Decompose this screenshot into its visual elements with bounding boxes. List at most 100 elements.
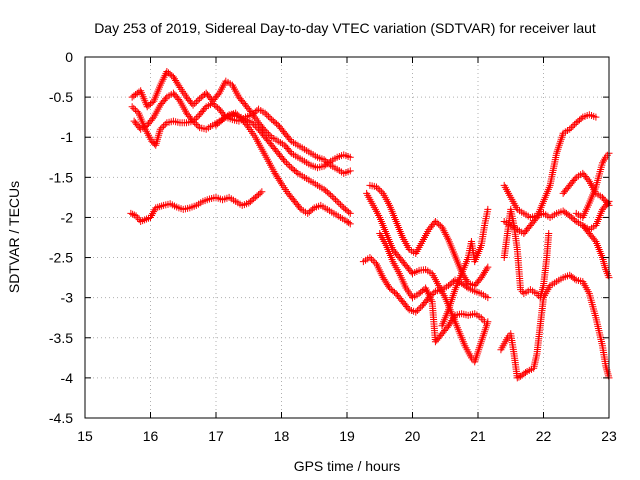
- data-point: [192, 120, 200, 128]
- data-point: [571, 216, 579, 224]
- series-track-b: [128, 100, 354, 177]
- data-point: [345, 219, 353, 227]
- data-point: [309, 205, 317, 213]
- data-point: [604, 200, 612, 208]
- data-point: [330, 194, 338, 202]
- series-track-a: [128, 67, 354, 172]
- data-point: [251, 122, 259, 130]
- data-point: [463, 283, 471, 291]
- data-point: [263, 111, 271, 119]
- series-track-d: [212, 109, 354, 228]
- data-point: [158, 124, 166, 132]
- x-tick-label: 23: [601, 428, 617, 444]
- data-point: [264, 112, 272, 120]
- y-tick-label: -0.5: [49, 89, 73, 105]
- data-point: [430, 289, 438, 297]
- data-point: [261, 109, 269, 117]
- data-point: [191, 100, 199, 108]
- x-tick-label: 18: [274, 428, 290, 444]
- y-tick-label: -2: [61, 209, 74, 225]
- y-tick-label: -3: [61, 290, 74, 306]
- data-point: [162, 95, 170, 103]
- data-point: [191, 119, 199, 127]
- data-point: [369, 257, 377, 265]
- x-tick-label: 20: [405, 428, 421, 444]
- data-point: [335, 199, 343, 207]
- series-track-e: [127, 188, 266, 225]
- data-point: [296, 204, 304, 212]
- data-point: [129, 210, 137, 218]
- data-point: [194, 96, 202, 104]
- data-point: [584, 176, 592, 184]
- data-point: [521, 369, 529, 377]
- data-point: [192, 98, 200, 106]
- data-point: [286, 136, 294, 144]
- y-tick-label: -4.5: [49, 410, 73, 426]
- data-point: [374, 185, 382, 193]
- y-tick-labels: 0 -0.5 -1 -1.5 -2 -2.5 -3 -3.5 -4 -4.5: [49, 49, 73, 426]
- data-point: [282, 159, 290, 167]
- data-point: [156, 125, 164, 133]
- data-point: [273, 120, 281, 128]
- data-point: [175, 82, 183, 90]
- data-point: [160, 122, 168, 130]
- data-point: [188, 116, 196, 124]
- data-point: [253, 124, 261, 132]
- x-tick-label: 19: [339, 428, 355, 444]
- data-point: [372, 183, 380, 191]
- x-axis-title: GPS time / hours: [294, 458, 401, 474]
- data-point: [481, 318, 489, 326]
- data-point: [577, 115, 585, 123]
- data-point: [258, 188, 266, 196]
- data-point: [417, 303, 425, 311]
- data-point: [345, 208, 353, 216]
- data-point: [189, 101, 197, 109]
- y-axis-title: SDTVAR / TECUs: [6, 181, 22, 293]
- data-point: [325, 160, 333, 168]
- grid-lines: [85, 57, 609, 418]
- data-point: [131, 106, 139, 114]
- data-point: [377, 188, 385, 196]
- x-tick-label: 21: [470, 428, 486, 444]
- data-point: [338, 202, 346, 210]
- x-tick-label: 17: [208, 428, 224, 444]
- data-point: [189, 117, 197, 125]
- data-point: [161, 120, 169, 128]
- data-point: [591, 236, 599, 244]
- data-point: [413, 307, 421, 315]
- data-point: [346, 220, 354, 228]
- data-point: [513, 374, 521, 382]
- series-track-m: [500, 111, 600, 237]
- data-point: [133, 108, 141, 116]
- series-track-j: [438, 205, 492, 330]
- data-point: [175, 96, 183, 104]
- data-point: [266, 114, 274, 122]
- data-point: [483, 265, 491, 273]
- data-point: [264, 130, 272, 138]
- x-tick-label: 15: [77, 428, 93, 444]
- data-point: [332, 196, 340, 204]
- data-point: [571, 120, 579, 128]
- data-point: [571, 275, 579, 283]
- data-point: [256, 189, 264, 197]
- data-points: [127, 67, 613, 382]
- data-point: [484, 205, 492, 213]
- data-point: [127, 209, 135, 217]
- series-track-l: [500, 205, 553, 302]
- y-tick-label: -3.5: [49, 330, 73, 346]
- data-point: [328, 193, 336, 201]
- data-point: [346, 153, 354, 161]
- data-point: [566, 125, 574, 133]
- data-point: [235, 112, 243, 120]
- data-point: [412, 308, 420, 316]
- data-point: [194, 112, 202, 120]
- data-point: [333, 197, 341, 205]
- data-point: [130, 104, 138, 112]
- data-point: [407, 268, 415, 276]
- data-point: [366, 254, 374, 262]
- data-point: [390, 288, 398, 296]
- data-point: [233, 111, 241, 119]
- series-track-h: [363, 189, 492, 366]
- data-point: [276, 178, 284, 186]
